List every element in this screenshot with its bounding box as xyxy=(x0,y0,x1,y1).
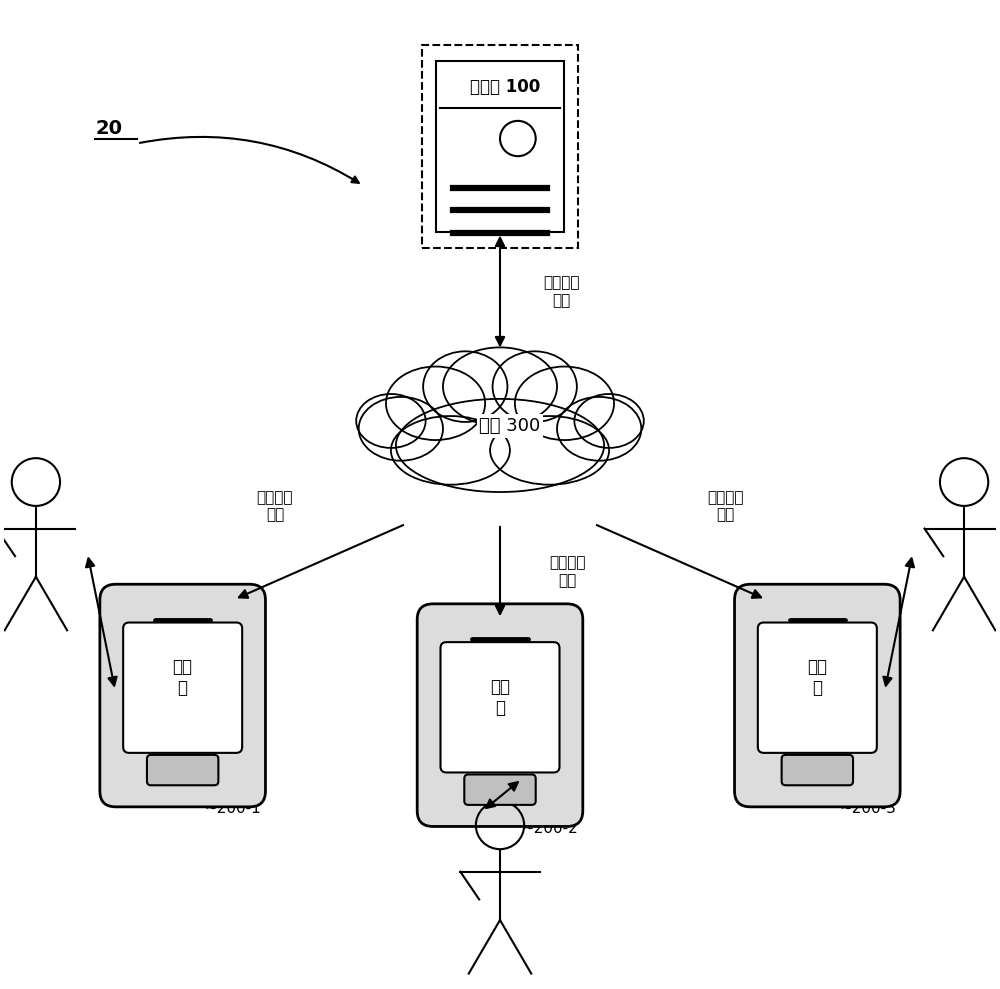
Text: 头部装饰
图像: 头部装饰 图像 xyxy=(543,275,580,308)
Text: ~200-1: ~200-1 xyxy=(204,801,261,817)
Ellipse shape xyxy=(386,367,485,440)
Ellipse shape xyxy=(515,367,614,440)
FancyBboxPatch shape xyxy=(422,45,578,248)
Ellipse shape xyxy=(356,394,426,448)
Text: 客户
端: 客户 端 xyxy=(173,659,193,697)
Ellipse shape xyxy=(557,397,641,461)
FancyBboxPatch shape xyxy=(735,584,900,807)
Ellipse shape xyxy=(443,347,557,426)
FancyBboxPatch shape xyxy=(100,584,265,807)
FancyBboxPatch shape xyxy=(147,755,218,785)
FancyBboxPatch shape xyxy=(436,60,564,232)
Ellipse shape xyxy=(423,351,507,422)
FancyBboxPatch shape xyxy=(441,642,560,772)
FancyBboxPatch shape xyxy=(758,622,877,753)
Ellipse shape xyxy=(574,394,644,448)
Ellipse shape xyxy=(490,416,609,485)
Text: 头部装饰
图像: 头部装饰 图像 xyxy=(707,491,743,522)
Text: ~200-3: ~200-3 xyxy=(839,801,896,817)
Text: 客户
端: 客户 端 xyxy=(490,678,510,717)
Ellipse shape xyxy=(359,397,443,461)
Ellipse shape xyxy=(391,416,510,485)
Text: 头部装饰
图像: 头部装饰 图像 xyxy=(549,555,586,587)
Text: ~200-2: ~200-2 xyxy=(522,821,579,836)
Text: 20: 20 xyxy=(95,120,122,138)
Text: 网络 300: 网络 300 xyxy=(479,416,541,435)
Text: 头部装饰
图像: 头部装饰 图像 xyxy=(257,491,293,522)
Text: 客户
端: 客户 端 xyxy=(807,659,827,697)
FancyBboxPatch shape xyxy=(123,622,242,753)
Ellipse shape xyxy=(396,399,604,493)
FancyBboxPatch shape xyxy=(417,604,583,827)
FancyBboxPatch shape xyxy=(782,755,853,785)
Ellipse shape xyxy=(493,351,577,422)
Text: 服务器 100: 服务器 100 xyxy=(470,78,540,96)
FancyBboxPatch shape xyxy=(464,774,536,805)
